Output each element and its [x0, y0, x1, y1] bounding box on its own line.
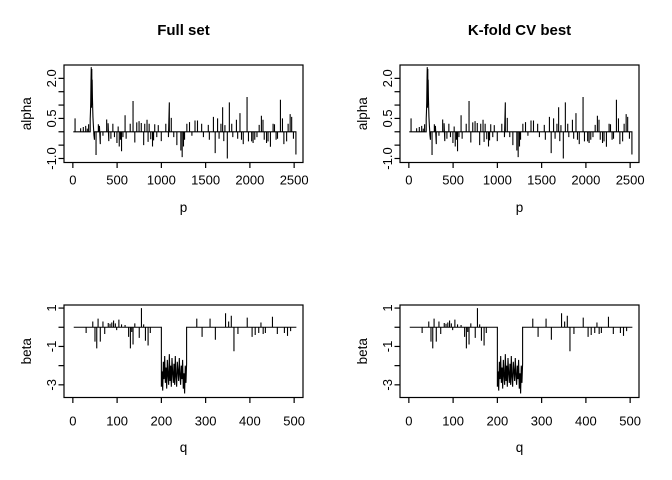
y-tick-label: 1	[380, 304, 395, 311]
series-line-beta_spikes	[409, 308, 633, 394]
y-tick-label: -1.0	[44, 147, 59, 169]
y-axis-label: beta	[19, 338, 34, 365]
plot-box	[399, 304, 640, 399]
y-axis-label: beta	[355, 338, 370, 365]
x-tick-label: 1000	[147, 173, 176, 188]
panel-full-set-beta: 0 100 200 300 400 500 -3 -1 1 q beta	[0, 240, 336, 480]
x-tick-label: 2500	[280, 173, 309, 188]
series-line-alpha_spikes	[73, 67, 297, 159]
x-tick-label: 100	[442, 414, 464, 429]
y-tick-label: 0.5	[380, 109, 395, 127]
plot-kfold-cv-beta: 0 100 200 300 400 500 -3 -1 1 q beta	[355, 304, 641, 455]
x-tick-label: 2000	[235, 173, 264, 188]
x-axis-label: p	[516, 200, 524, 215]
x-tick-label: 500	[442, 173, 464, 188]
panel-kfold-cv-alpha: 0 500 1000 1500 2000 2500 -1.0 0.5 2.0 p alpha K-fo…	[336, 0, 672, 240]
y-tick-label: 2.0	[44, 69, 59, 87]
x-tick-label: 200	[487, 414, 509, 429]
x-tick-label: 2000	[571, 173, 600, 188]
y-tick-label: -1	[380, 341, 395, 353]
y-tick-label: 2.0	[380, 69, 395, 87]
plot-full-set-alpha: 0 500 1000 1500 2000 2500 -1.0 0.5 2.0 p alpha Full…	[19, 22, 309, 215]
plot-kfold-cv-alpha: 0 500 1000 1500 2000 2500 -1.0 0.5 2.0 p alpha K-fo…	[355, 22, 645, 215]
plot-full-set-beta: 0 100 200 300 400 500 -3 -1 1 q beta	[19, 304, 305, 455]
plot-title: K-fold CV best	[468, 22, 571, 39]
panel-kfold-cv-beta: 0 100 200 300 400 500 -3 -1 1 q beta	[336, 240, 672, 480]
y-axis-label: alpha	[19, 97, 34, 131]
x-tick-label: 400	[239, 414, 261, 429]
x-tick-label: 300	[195, 414, 217, 429]
x-tick-label: 0	[405, 414, 412, 429]
y-tick-label: -1	[44, 341, 59, 353]
x-axis-label: q	[516, 440, 524, 455]
x-tick-label: 200	[151, 414, 173, 429]
x-tick-label: 300	[531, 414, 553, 429]
x-tick-label: 500	[619, 414, 641, 429]
plot-box	[399, 64, 640, 164]
series-line-beta_spikes	[73, 308, 297, 394]
plot-title: Full set	[157, 22, 210, 39]
x-tick-label: 0	[69, 414, 76, 429]
x-axis-label: q	[180, 440, 188, 455]
x-tick-label: 0	[69, 173, 76, 188]
x-tick-label: 400	[575, 414, 597, 429]
x-tick-label: 1500	[191, 173, 220, 188]
x-axis-label: p	[180, 200, 188, 215]
y-tick-label: 0.5	[44, 109, 59, 127]
series-line-alpha_spikes	[409, 67, 633, 159]
x-tick-label: 1000	[483, 173, 512, 188]
plot-box	[63, 304, 304, 399]
plot-box	[63, 64, 304, 164]
y-tick-label: -3	[380, 379, 395, 391]
y-tick-label: 1	[44, 304, 59, 311]
x-tick-label: 0	[405, 173, 412, 188]
x-tick-label: 2500	[616, 173, 645, 188]
x-tick-label: 500	[106, 173, 128, 188]
y-axis-label: alpha	[355, 97, 370, 131]
panel-full-set-alpha: 0 500 1000 1500 2000 2500 -1.0 0.5 2.0 p alpha Full…	[0, 0, 336, 240]
x-tick-label: 1500	[527, 173, 556, 188]
x-tick-label: 500	[283, 414, 305, 429]
y-tick-label: -1.0	[380, 147, 395, 169]
x-tick-label: 100	[106, 414, 128, 429]
y-tick-label: -3	[44, 379, 59, 391]
